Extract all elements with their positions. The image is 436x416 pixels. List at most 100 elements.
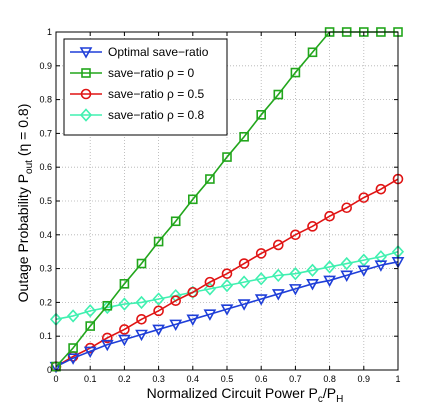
y-tick-label: 0.8 [39, 95, 52, 105]
data-point [68, 343, 78, 353]
data-point [272, 239, 284, 251]
data-point [341, 202, 353, 214]
data-point [169, 319, 183, 332]
data-point [152, 324, 165, 337]
data-point [203, 309, 217, 321]
legend-marker [80, 88, 92, 100]
series-line [55, 178, 399, 368]
data-point [153, 305, 164, 317]
legend-marker [79, 108, 93, 122]
data-point [203, 282, 216, 296]
data-point [254, 294, 268, 306]
data-point [187, 286, 199, 298]
data-point [290, 67, 301, 78]
data-point [238, 258, 250, 269]
data-point [239, 131, 249, 142]
legend-entry: save−ratio ρ = 0.5 [70, 87, 205, 101]
legend-entry: Optimal save−ratio [70, 45, 209, 59]
data-point [188, 194, 198, 205]
data-point [66, 353, 80, 365]
data-point [289, 266, 302, 281]
y-tick-label: 0.6 [39, 162, 52, 172]
legend-entry: save−ratio ρ = 0 [70, 66, 195, 80]
x-tick-label: 0.9 [358, 374, 371, 384]
y-tick-label: 0.4 [39, 230, 52, 240]
data-point [170, 295, 181, 307]
data-point [135, 329, 148, 342]
data-point [204, 276, 216, 288]
series-0 [49, 257, 405, 374]
data-point [118, 334, 131, 347]
legend-label: Optimal save−ratio [108, 45, 209, 59]
y-tick-label: 0.9 [39, 61, 52, 71]
x-tick-label: 0.4 [187, 374, 200, 384]
x-tick-label: 0.3 [152, 374, 165, 384]
data-point [83, 346, 97, 359]
x-tick-label: 0.2 [118, 374, 131, 384]
legend-label: save−ratio ρ = 0.5 [108, 87, 205, 101]
y-tick-label: 0.7 [39, 128, 52, 138]
data-point [238, 275, 251, 289]
series-line [55, 261, 399, 368]
data-point [221, 268, 233, 279]
data-point [290, 229, 301, 241]
data-point [357, 265, 371, 277]
x-tick-label: 1 [395, 374, 400, 384]
data-point [102, 300, 113, 311]
series-line [55, 250, 399, 321]
y-tick-label: 0.5 [39, 196, 52, 206]
data-point [220, 304, 234, 316]
legend-box [63, 38, 228, 136]
ticks: 0 0.1 0.2 0.3 0.4 0.5 0.6 0.7 0.8 0.9 1 0 0.1 0.2 0.3 0… [39, 27, 400, 384]
legend-marker [81, 68, 91, 78]
x-tick-label: 0.7 [289, 374, 302, 384]
data-point [153, 236, 164, 247]
legend-entry: save−ratio ρ = 0.8 [70, 108, 205, 122]
data-point [271, 289, 285, 301]
data-point [118, 297, 131, 311]
y-axis-label: Outage Probability Pout (η = 0.8) [15, 104, 35, 303]
data-point [323, 275, 336, 288]
data-point [323, 260, 336, 274]
data-point [220, 278, 234, 293]
legend-label: save−ratio ρ = 0.8 [108, 108, 205, 122]
data-point [136, 258, 147, 269]
data-point [289, 284, 302, 296]
data-point [324, 210, 335, 222]
data-point [186, 314, 200, 326]
data-point [340, 270, 354, 283]
data-point [136, 313, 147, 325]
data-point [102, 332, 113, 344]
data-point [135, 295, 148, 310]
data-point [237, 299, 251, 311]
x-tick-label: 0.8 [323, 374, 336, 384]
x-tick-label: 0.5 [221, 374, 234, 384]
x-axis-label: Normalized Circuit Power Pc/PH [147, 385, 344, 405]
data-point [100, 339, 114, 352]
data-point [222, 152, 232, 162]
data-point [84, 304, 97, 318]
legend-label: save−ratio ρ = 0 [108, 66, 195, 80]
data-point [256, 110, 267, 120]
data-point [205, 174, 215, 184]
y-tick-label: 0.3 [39, 264, 52, 274]
data-point [273, 89, 284, 100]
data-point [307, 221, 318, 232]
x-tick-label: 0.1 [84, 374, 97, 384]
data-point [255, 272, 268, 286]
y-tick-label: 1 [47, 27, 52, 37]
y-tick-label: 0.1 [39, 331, 52, 341]
data-point [358, 192, 370, 203]
data-point [306, 279, 319, 291]
data-point [272, 268, 285, 283]
data-point [152, 292, 165, 306]
data-point [170, 216, 181, 227]
data-point [255, 248, 267, 259]
data-point [307, 47, 318, 58]
data-point [306, 263, 319, 277]
data-point [119, 279, 130, 289]
data-point [67, 309, 80, 323]
data-point [374, 250, 387, 264]
y-tick-label: 0 [47, 365, 52, 375]
